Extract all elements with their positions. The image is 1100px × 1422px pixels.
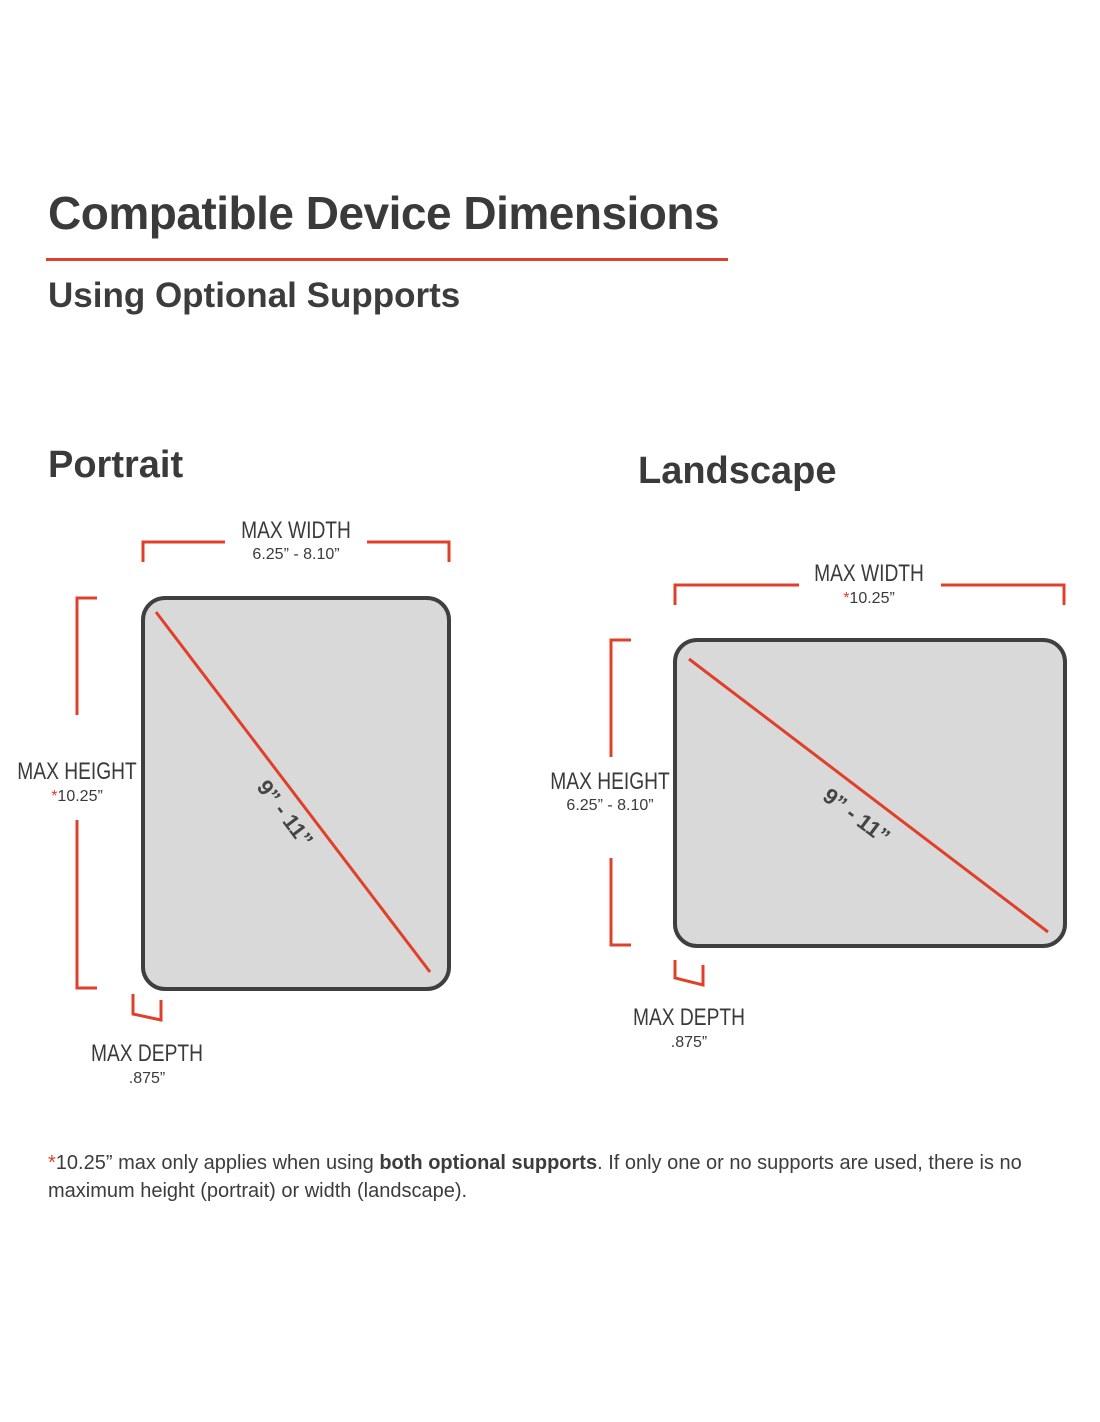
- landscape-width-value: 10.25”: [849, 590, 894, 607]
- portrait-height-bracket: [75, 596, 97, 990]
- footnote: *10.25” max only applies when using both…: [48, 1149, 1068, 1205]
- portrait-depth-value: .875”: [129, 1070, 165, 1087]
- portrait-height-label: MAX HEIGHT: [17, 757, 136, 785]
- landscape-height-label: MAX HEIGHT: [550, 767, 669, 795]
- landscape-diagram: 9” - 11” MAX WIDTH *10.25” MAX HEIGHT 6.…: [550, 559, 1067, 1051]
- footnote-asterisk: *: [48, 1152, 56, 1174]
- portrait-diagonal-line: [154, 611, 432, 973]
- footnote-text: 10.25” max only applies when using: [55, 1152, 380, 1174]
- title-underline: [46, 258, 728, 261]
- portrait-diagram: 9” - 11” MAX WIDTH 6.25” - 8.10” MAX HEI…: [17, 516, 451, 1087]
- landscape-depth-bracket: [673, 960, 705, 987]
- portrait-depth-label: MAX DEPTH: [91, 1039, 203, 1067]
- portrait-height-value-line: *10.25”: [51, 788, 103, 805]
- landscape-diagonal-line: [688, 657, 1049, 934]
- portrait-width-label: MAX WIDTH: [241, 516, 351, 544]
- landscape-height-value: 6.25” - 8.10”: [566, 797, 653, 814]
- landscape-width-asterisk: *: [843, 590, 849, 607]
- page-title: Compatible Device Dimensions: [48, 187, 720, 239]
- landscape-heading: Landscape: [638, 450, 837, 492]
- portrait-height-value: 10.25”: [57, 788, 102, 805]
- landscape-width-label: MAX WIDTH: [814, 559, 924, 587]
- portrait-width-bracket: [141, 540, 451, 562]
- landscape-depth-value: .875”: [671, 1034, 707, 1051]
- portrait-height-asterisk: *: [51, 788, 57, 805]
- portrait-width-value: 6.25” - 8.10”: [252, 546, 339, 563]
- landscape-depth-label: MAX DEPTH: [633, 1003, 745, 1031]
- portrait-heading: Portrait: [48, 444, 184, 486]
- footnote-text-end: . If only one or no supports are used, t…: [48, 1152, 1022, 1202]
- landscape-height-bracket: [609, 638, 631, 947]
- landscape-width-bracket: [673, 583, 1066, 605]
- landscape-width-value-line: *10.25”: [843, 590, 895, 607]
- page-subtitle: Using Optional Supports: [48, 276, 461, 315]
- footnote-emphasis: both optional supports: [379, 1152, 598, 1174]
- portrait-depth-bracket: [131, 994, 163, 1022]
